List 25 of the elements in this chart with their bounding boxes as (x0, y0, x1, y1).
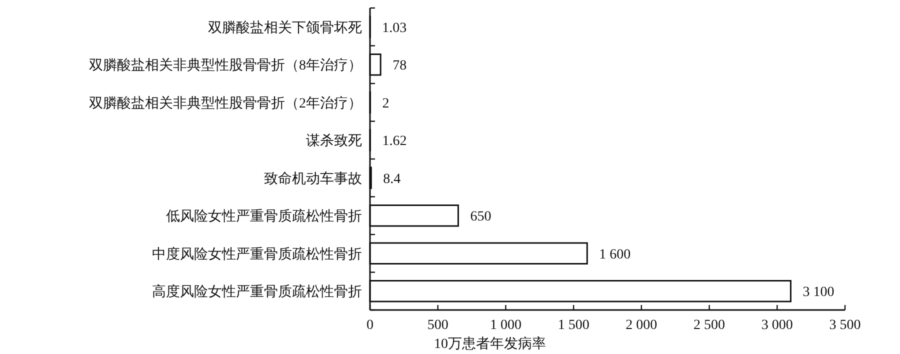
x-tick-label: 2 500 (694, 318, 726, 333)
y-tick-label: 双膦酸盐相关下颌骨坏死 (208, 20, 362, 36)
data-label: 650 (470, 210, 492, 225)
x-tick-label: 1 500 (558, 318, 590, 333)
x-tick-label: 1 000 (490, 318, 522, 333)
data-label: 3 100 (802, 285, 834, 300)
y-tick-label: 双膦酸盐相关非典型性股骨骨折（2年治疗） (89, 95, 362, 112)
y-tick-label: 低风险女性严重骨质疏松性骨折 (166, 208, 362, 225)
x-tick-label: 2 000 (626, 318, 658, 333)
x-axis-title: 10万患者年发病率 (434, 336, 546, 352)
x-tick-label: 3 500 (829, 318, 861, 333)
data-label: 1 600 (599, 247, 631, 262)
data-label: 78 (392, 58, 407, 74)
y-tick-label: 高度风险女性严重骨质疏松性骨折 (152, 284, 362, 300)
x-tick-label: 3 000 (761, 318, 793, 333)
data-label: 2 (382, 96, 390, 112)
y-tick-label: 双膦酸盐相关非典型性股骨骨折（8年治疗） (89, 58, 362, 74)
y-tick-label: 中度风险女性严重骨质疏松性骨折 (152, 246, 362, 262)
data-label: 1.62 (382, 134, 407, 150)
data-label: 8.4 (383, 172, 401, 187)
x-tick-label: 0 (366, 318, 374, 333)
data-label: 1.03 (382, 20, 407, 36)
y-tick-label: 致命机动车事故 (264, 170, 362, 187)
x-tick-label: 500 (427, 318, 448, 333)
y-tick-label: 谋杀致死 (306, 133, 362, 150)
